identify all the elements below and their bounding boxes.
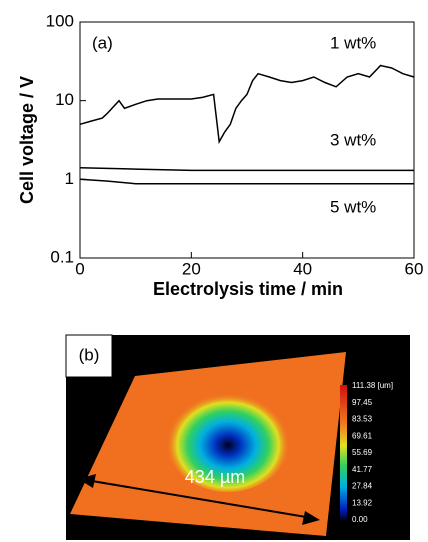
scale-arrow <box>85 479 313 519</box>
x-tick-label: 40 <box>293 259 312 278</box>
y-tick-label: 10 <box>55 90 74 109</box>
x-tick-label: 0 <box>75 259 84 278</box>
colorbar-label: 69.61 <box>352 431 373 440</box>
series-line <box>79 167 414 172</box>
colorbar-label: 111.38 [um] <box>352 381 393 390</box>
colorbar-label: 41.77 <box>352 465 373 474</box>
colorbar-label: 27.84 <box>352 482 373 491</box>
colorbar <box>340 385 347 520</box>
x-tick-label: 60 <box>405 259 424 278</box>
colorbar-label: 13.92 <box>352 498 373 507</box>
colorbar-label: 97.45 <box>352 398 373 407</box>
colorbar-label: 55.69 <box>352 448 373 457</box>
series-line <box>79 178 414 185</box>
x-axis-label: Electrolysis time / min <box>153 279 343 299</box>
panel-label: (a) <box>92 33 113 52</box>
pit <box>166 388 290 492</box>
arrow-head <box>78 474 96 488</box>
scale-label: 434 µm <box>185 467 245 487</box>
series-label: 1 wt% <box>330 33 376 52</box>
colorbar-label: 83.53 <box>352 415 373 424</box>
y-tick-label: 1 <box>65 169 74 188</box>
series-label: 3 wt% <box>330 130 376 149</box>
plot-frame <box>79 21 415 259</box>
panel-label-box <box>65 334 113 378</box>
y-tick-label: 100 <box>46 11 74 30</box>
colorbar-label: 0.00 <box>352 515 368 524</box>
series-label: 5 wt% <box>330 197 376 216</box>
series-line <box>79 64 415 145</box>
y-axis-label: Cell voltage / V <box>17 76 37 204</box>
y-tick-label: 0.1 <box>50 247 74 266</box>
x-tick-label: 20 <box>182 259 201 278</box>
arrow-head <box>302 511 320 525</box>
panel-label: (b) <box>79 345 100 364</box>
